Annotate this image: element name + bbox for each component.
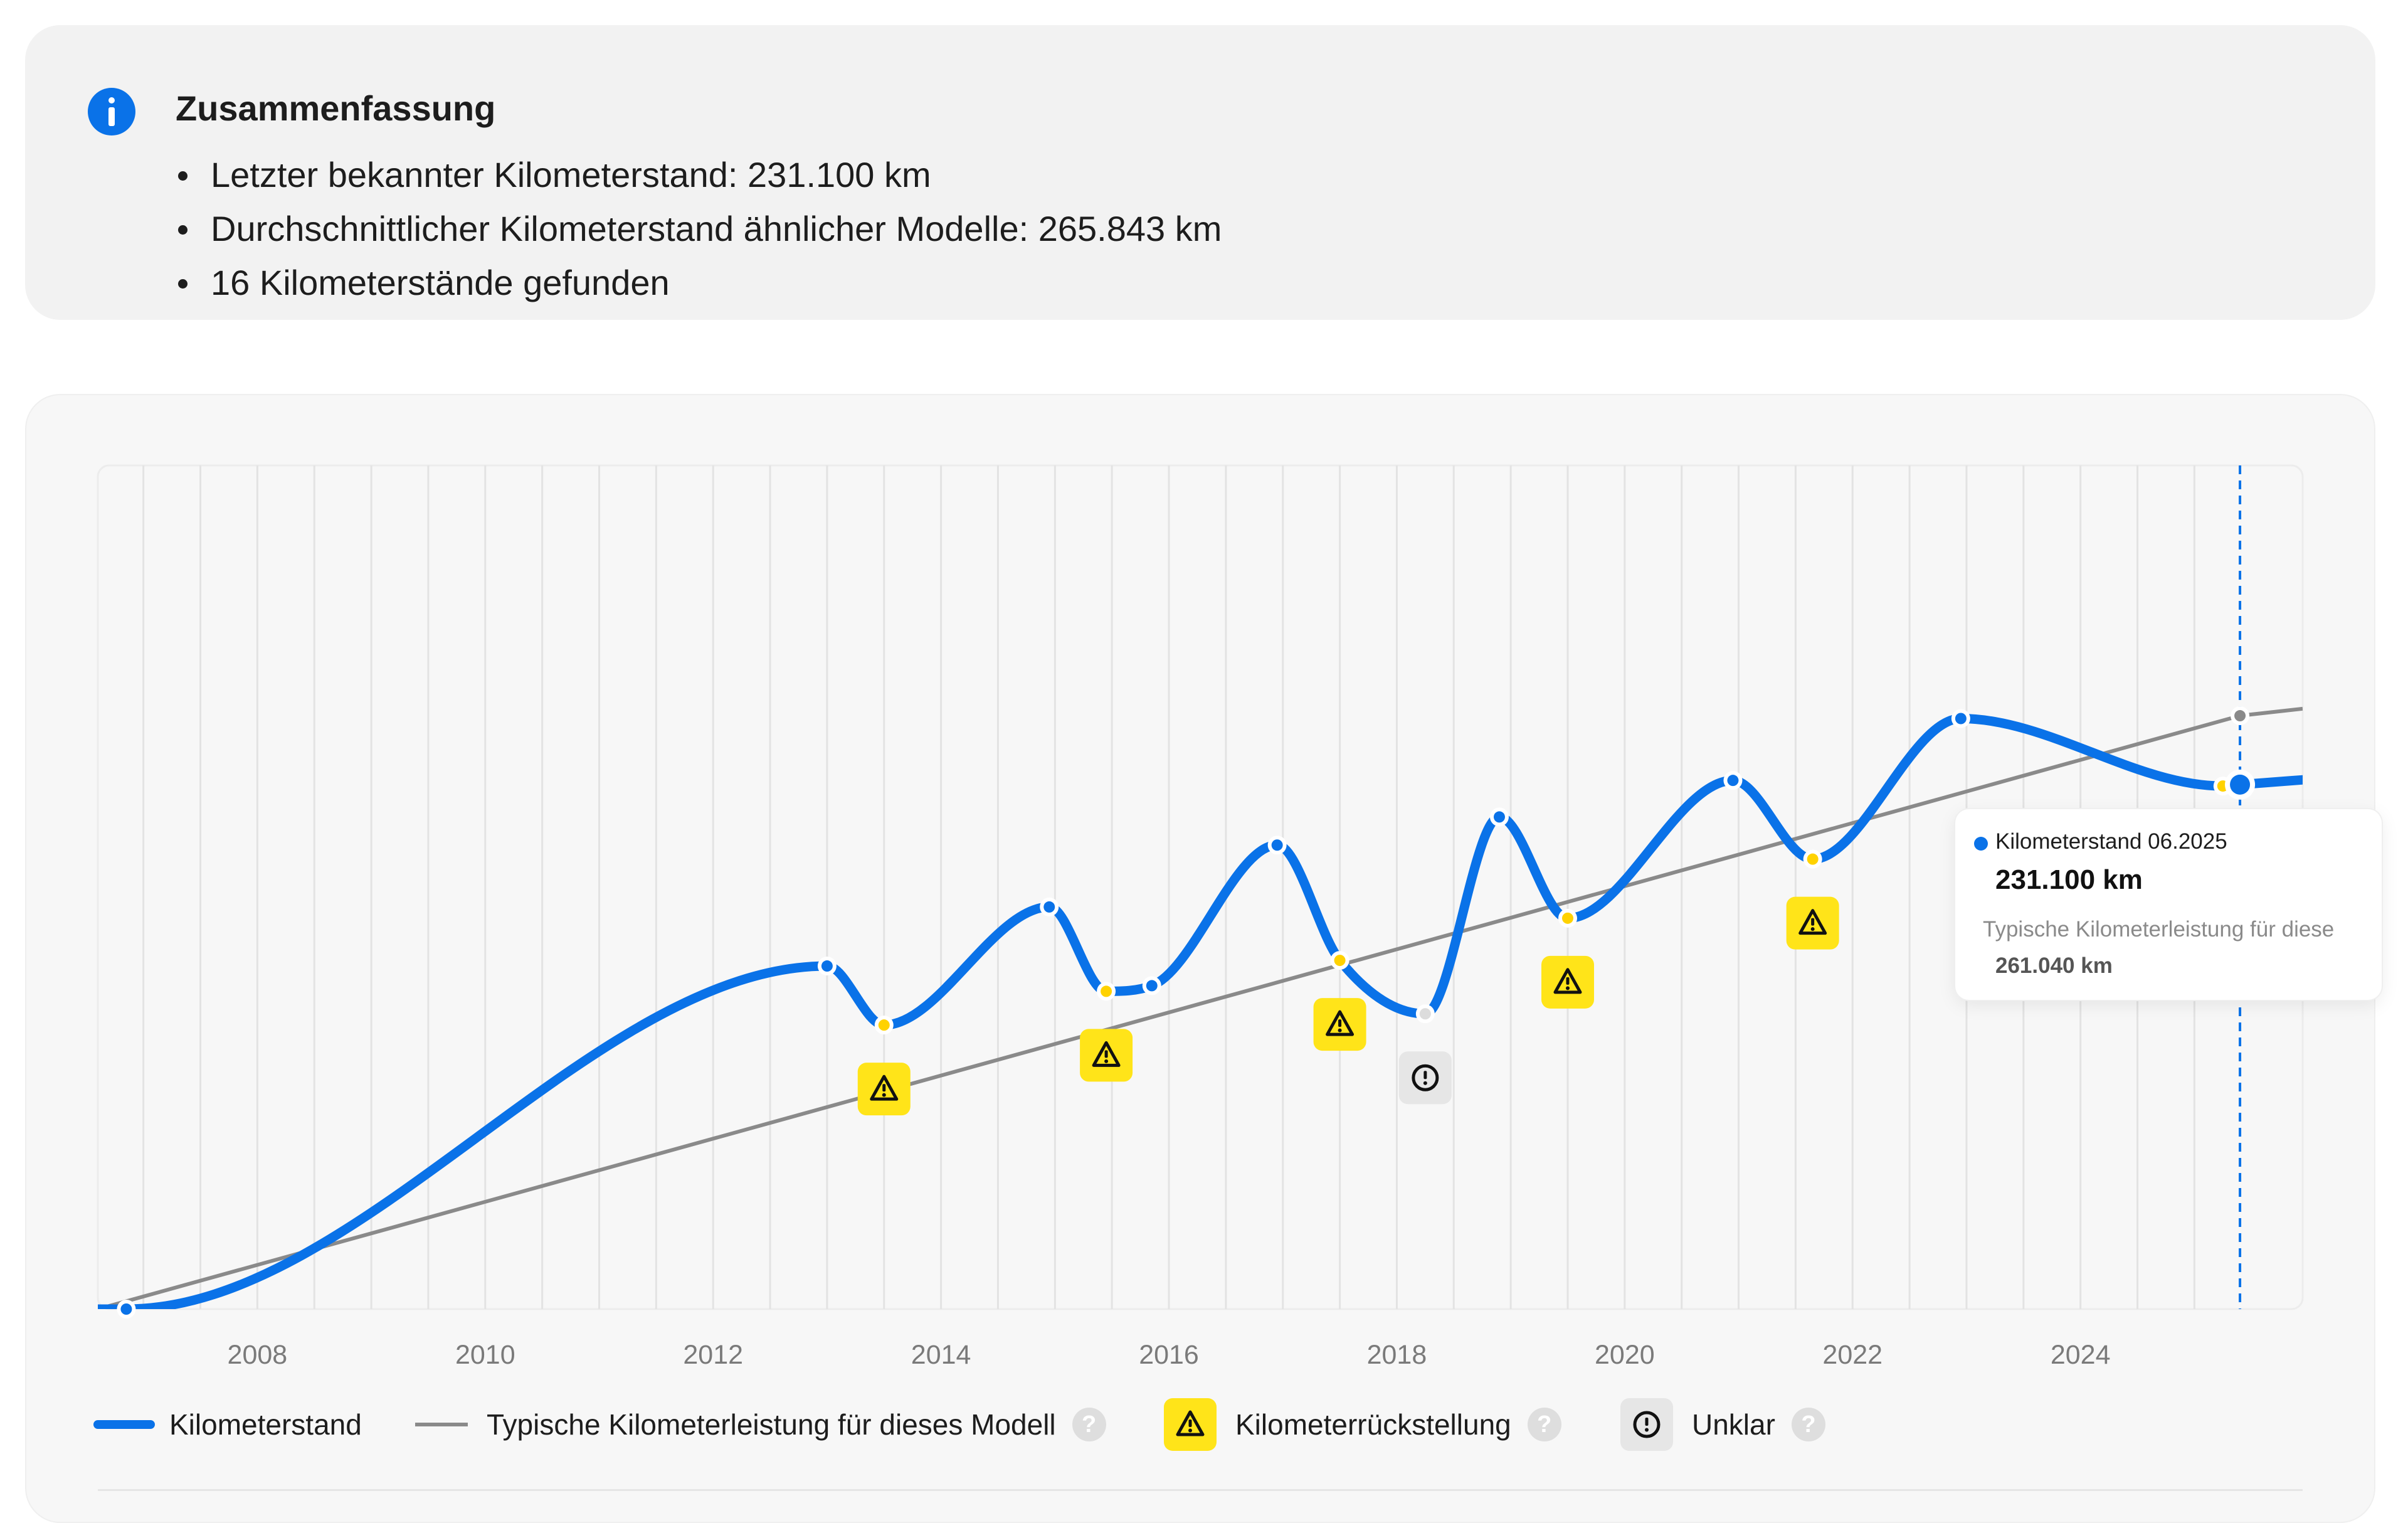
help-icon[interactable]: ? bbox=[1527, 1408, 1561, 1441]
x-tick-label: 2010 bbox=[455, 1340, 515, 1370]
tooltip-typical-label: Typische Kilometerleistung für diese bbox=[1983, 917, 2335, 942]
tooltip-label: Kilometerstand 06.2025 bbox=[1995, 829, 2227, 854]
tooltip-value: 231.100 km bbox=[1995, 864, 2143, 895]
info-icon bbox=[88, 88, 135, 135]
rollback-marker[interactable] bbox=[1786, 896, 1839, 950]
x-tick-label: 2024 bbox=[2051, 1340, 2111, 1370]
tooltip-series-dot bbox=[1974, 837, 1988, 851]
summary-panel: Zusammenfassung Letzter bekannter Kilome… bbox=[25, 25, 2375, 320]
mileage-point-dot bbox=[1419, 1008, 1431, 1020]
divider bbox=[98, 1489, 2303, 1491]
help-icon[interactable]: ? bbox=[1072, 1408, 1106, 1441]
mileage-point-dot bbox=[1727, 775, 1739, 787]
legend-item-typical: Typische Kilometerleistung für dieses Mo… bbox=[487, 1396, 1106, 1453]
rollback-marker[interactable] bbox=[857, 1063, 911, 1116]
summary-item: Durchschnittlicher Kilometerstand ähnlic… bbox=[176, 202, 1222, 256]
mileage-point-dot bbox=[878, 1019, 890, 1031]
x-tick-label: 2020 bbox=[1595, 1340, 1655, 1370]
mileage-point-dot bbox=[1493, 811, 1505, 823]
mileage-point-dot bbox=[1562, 912, 1573, 924]
summary-item: 16 Kilometerstände gefunden bbox=[176, 256, 1222, 310]
rollback-marker[interactable] bbox=[1080, 1029, 1133, 1082]
x-tick-label: 2012 bbox=[683, 1340, 743, 1370]
summary-list: Letzter bekannter Kilometerstand: 231.10… bbox=[176, 148, 1222, 310]
rollback-marker[interactable] bbox=[1313, 998, 1366, 1051]
mileage-point-dot bbox=[120, 1303, 132, 1315]
unclear-icon bbox=[1620, 1398, 1673, 1451]
help-icon[interactable]: ? bbox=[1791, 1408, 1825, 1441]
legend-item-mileage: Kilometerstand bbox=[169, 1408, 362, 1441]
unclear-marker[interactable] bbox=[1398, 1051, 1452, 1105]
summary-item: Letzter bekannter Kilometerstand: 231.10… bbox=[176, 148, 1222, 202]
x-tick-label: 2018 bbox=[1367, 1340, 1427, 1370]
chart-tooltip: Kilometerstand 06.2025 231.100 km Typisc… bbox=[1955, 809, 2382, 1000]
mileage-line bbox=[98, 714, 2303, 1309]
x-tick-label: 2016 bbox=[1139, 1340, 1199, 1370]
warning-icon bbox=[1164, 1398, 1217, 1451]
tooltip-typical-value: 261.040 km bbox=[1995, 953, 2113, 978]
mileage-point-dot bbox=[1043, 901, 1055, 913]
mileage-point-dot bbox=[821, 960, 833, 972]
x-tick-label: 2008 bbox=[228, 1340, 288, 1370]
legend-item-rollback: Kilometerrückstellung ? bbox=[1164, 1396, 1561, 1453]
mileage-point-dot bbox=[1146, 980, 1158, 992]
x-tick-label: 2014 bbox=[911, 1340, 971, 1370]
mileage-point-dot bbox=[2230, 774, 2251, 795]
typical-point-dot bbox=[2234, 710, 2246, 722]
mileage-point-dot bbox=[1807, 853, 1819, 865]
mileage-point-dot bbox=[1101, 985, 1112, 997]
rollback-marker[interactable] bbox=[1541, 955, 1594, 1009]
mileage-point-dot bbox=[1334, 955, 1346, 967]
legend-item-unclear: Unklar ? bbox=[1620, 1396, 1825, 1453]
x-tick-label: 2022 bbox=[1822, 1340, 1883, 1370]
mileage-point-dot bbox=[1271, 839, 1283, 851]
mileage-point-dot bbox=[1955, 713, 1967, 724]
summary-title: Zusammenfassung bbox=[176, 88, 496, 128]
